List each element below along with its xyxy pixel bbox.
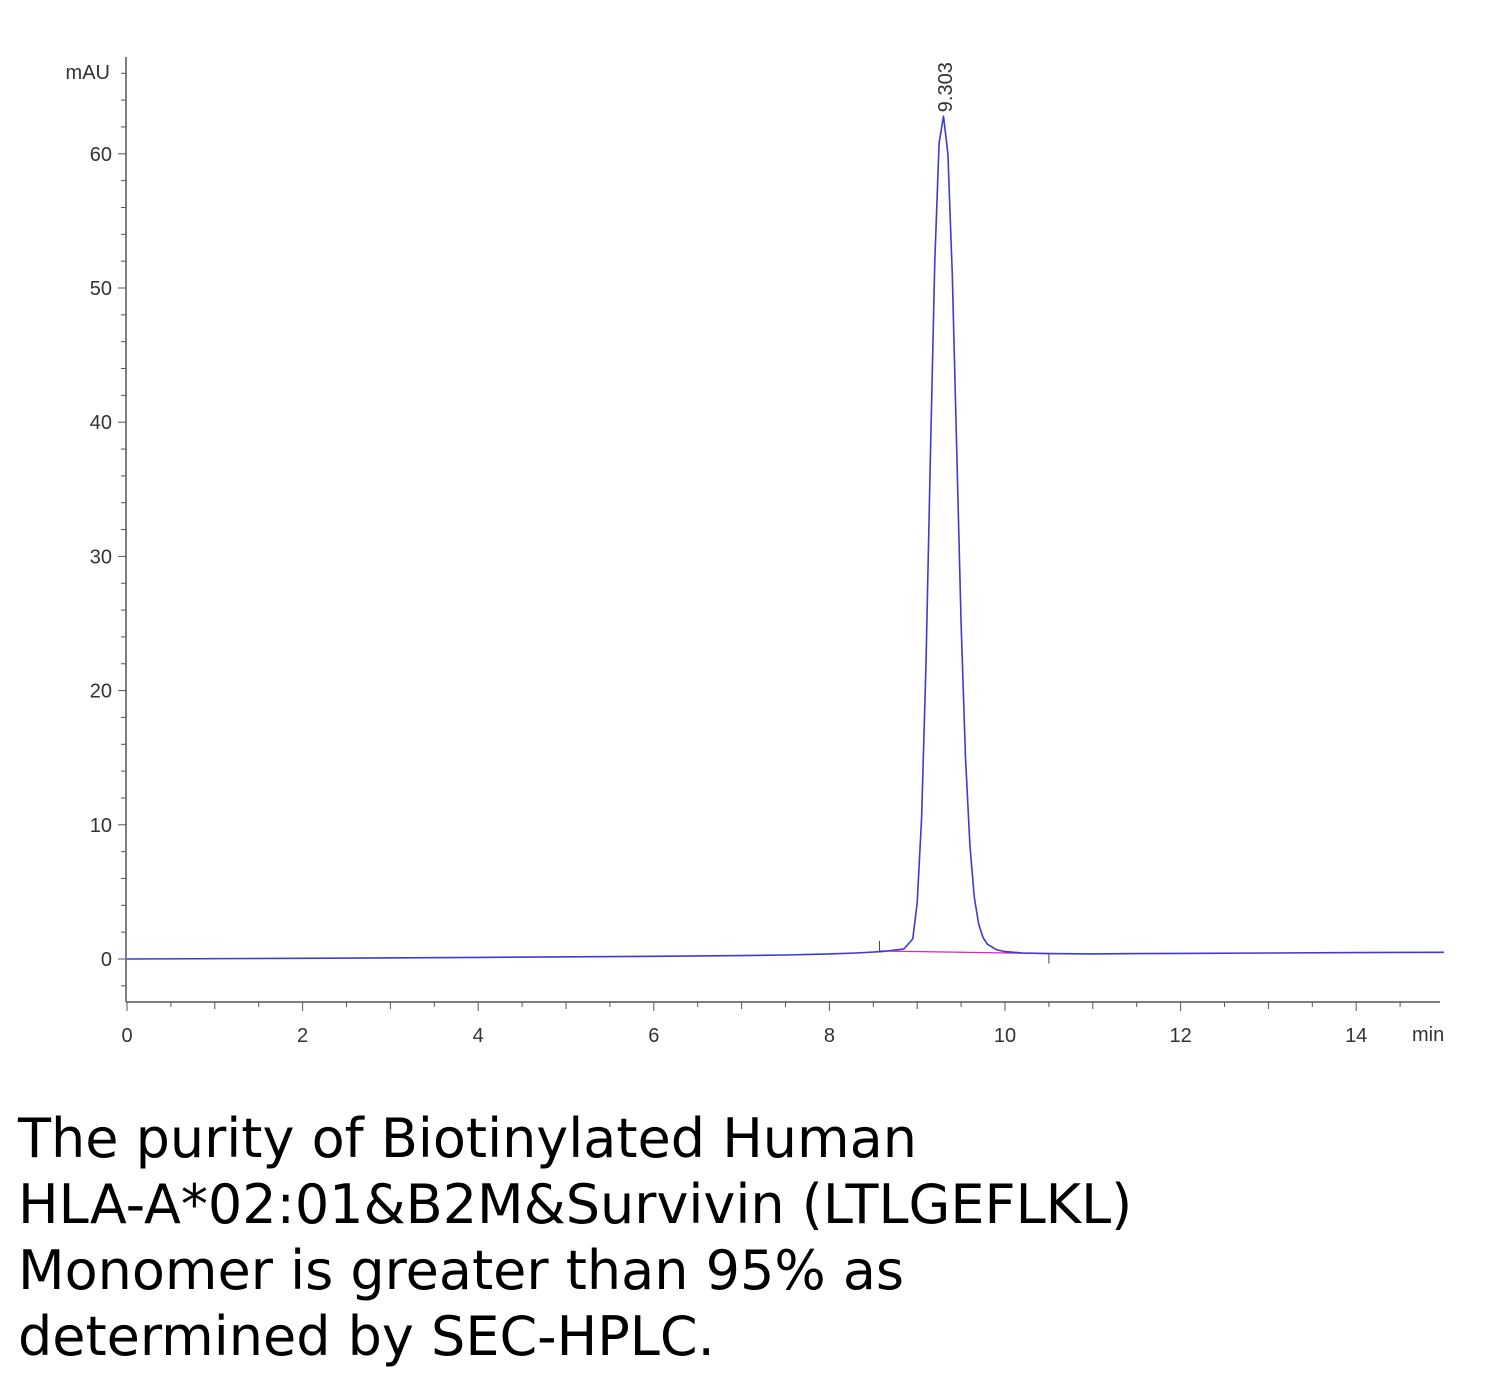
- chart-axes: [125, 57, 1440, 1003]
- chart-ticks: [118, 72, 1401, 1011]
- chart-tick-labels: 0 10 20 30 40 50 60 0 2 4 6 8 10 12 14: [90, 144, 1368, 1047]
- y-tick-label: 30: [90, 546, 112, 568]
- x-tick-label: 4: [473, 1025, 484, 1047]
- y-tick-label: 40: [90, 412, 112, 434]
- chart-plot-area: [126, 115, 1445, 964]
- y-tick-label: 60: [90, 144, 112, 166]
- x-tick-label: 8: [824, 1025, 835, 1047]
- signal-trace: [126, 115, 1445, 960]
- x-tick-label: 6: [648, 1025, 659, 1047]
- y-tick-label: 10: [90, 815, 112, 837]
- y-tick-label: 0: [101, 949, 112, 971]
- y-tick-label: 20: [90, 681, 112, 703]
- caption-line-2: HLA-A*02:01&B2M&Survivin (LTLGEFLKL): [18, 1173, 1133, 1236]
- x-tick-label: 0: [121, 1025, 132, 1047]
- y-tick-label: 50: [90, 278, 112, 300]
- x-tick-label: 14: [1345, 1025, 1367, 1047]
- caption-line-4: determined by SEC-HPLC.: [18, 1305, 715, 1368]
- x-tick-label: 12: [1169, 1025, 1191, 1047]
- chromatogram-chart: 0 10 20 30 40 50 60 0 2 4 6 8 10 12 14 mAU min 9.303: [66, 57, 1445, 1047]
- x-tick-label: 10: [994, 1025, 1016, 1047]
- peak-retention-label: 9.303: [935, 62, 957, 112]
- x-tick-label: 2: [297, 1025, 308, 1047]
- caption-line-1: The purity of Biotinylated Human: [18, 1107, 917, 1170]
- caption-line-3: Monomer is greater than 95% as: [18, 1239, 905, 1302]
- y-unit-label: mAU: [66, 62, 110, 84]
- x-unit-label: min: [1412, 1024, 1444, 1046]
- figure-caption: The purity of Biotinylated Human HLA-A*0…: [18, 1106, 1478, 1370]
